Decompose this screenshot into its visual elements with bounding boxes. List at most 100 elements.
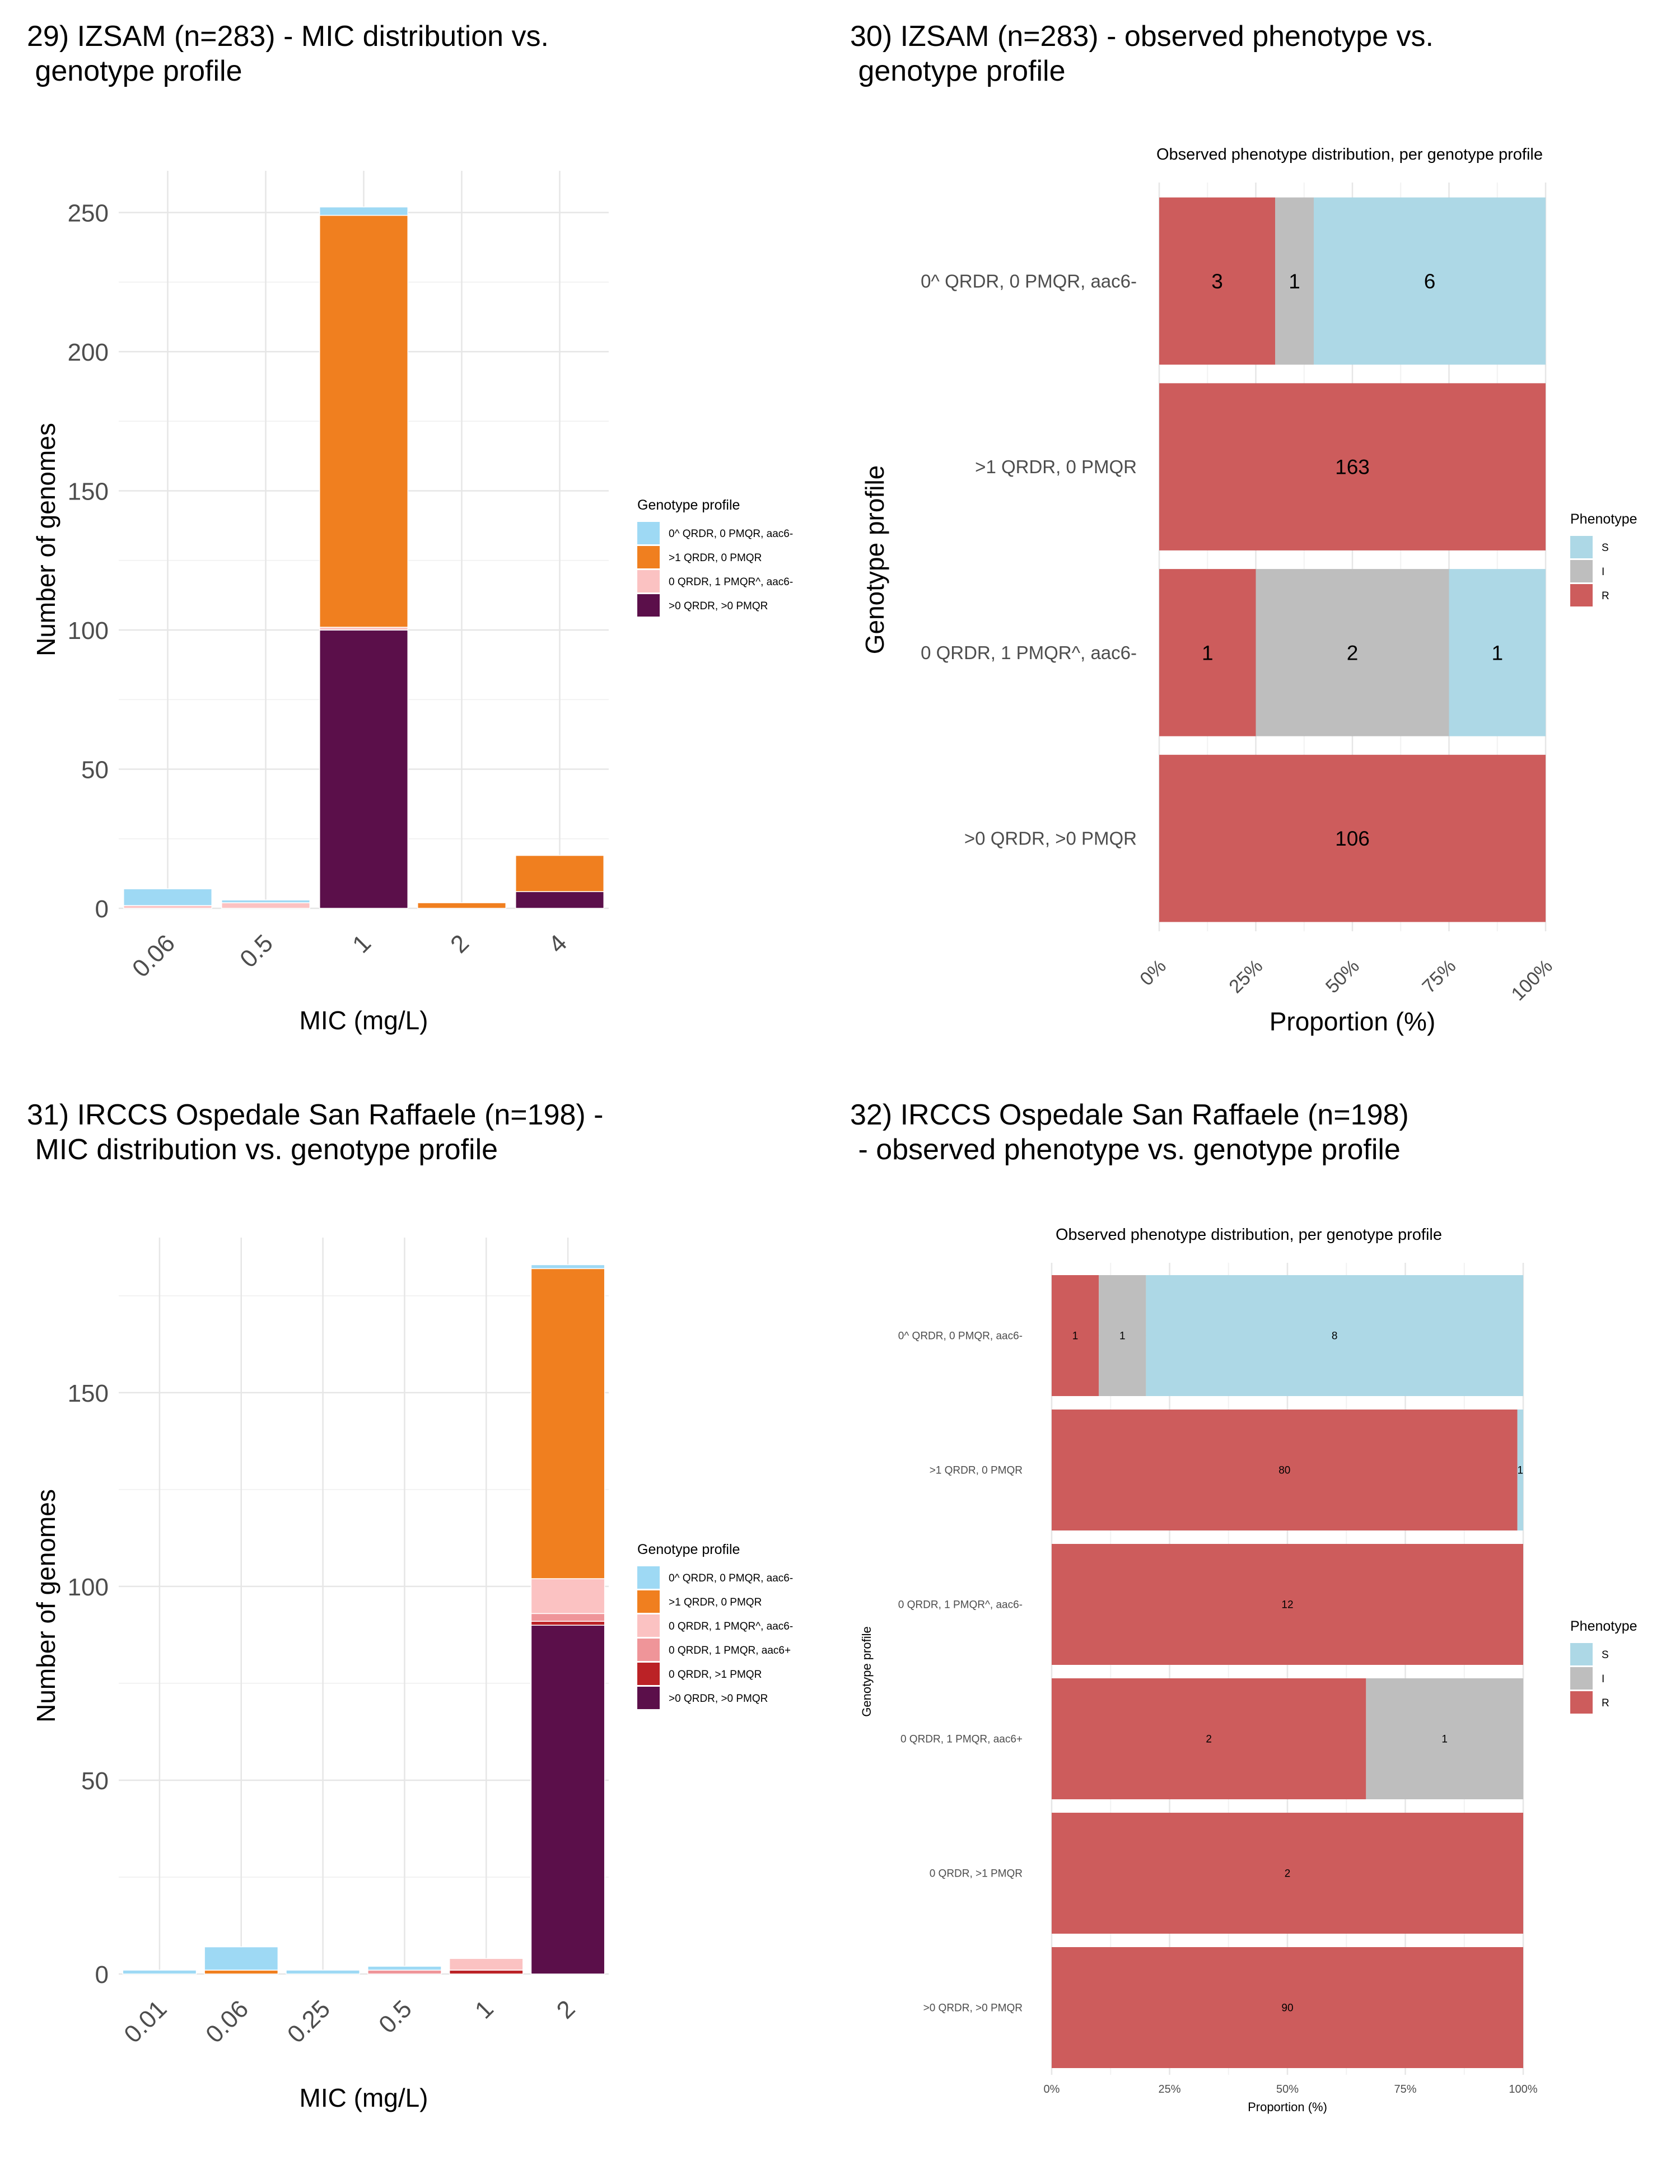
title-line-2: MIC distribution vs. genotype profile <box>27 1133 498 1166</box>
data-label: 163 <box>1335 456 1370 479</box>
data-label: 1 <box>1072 1331 1079 1342</box>
legend-label: I <box>1602 566 1604 578</box>
bar-segment-0-qrdr-0-pmqr-aac6 <box>123 888 212 906</box>
bar-segment-r <box>1052 1678 1366 1799</box>
title-line-2: genotype profile <box>27 55 242 87</box>
panel-title-30: 30) IZSAM (n=283) - observed phenotype v… <box>850 19 1434 88</box>
y-tick-label: 150 <box>68 1380 109 1407</box>
legend-label: R <box>1602 1697 1609 1709</box>
legend-label: 0 QRDR, 1 PMQR^, aac6- <box>669 576 793 588</box>
y-tick-label: >1 QRDR, 0 PMQR <box>930 1465 1023 1477</box>
bar-segment-0-qrdr-0-pmqr-aac6 <box>530 1264 605 1270</box>
chart-subtitle: Observed phenotype distribution, per gen… <box>1056 1226 1442 1244</box>
bar-segment-0-qrdr-1-pmqr-aac6 <box>530 1578 605 1614</box>
y-tick-label: 0^ QRDR, 0 PMQR, aac6- <box>898 1331 1023 1342</box>
bar-segment-0-qrdr-0-pmqr-aac6 <box>286 1970 360 1975</box>
bar-segment-i <box>1366 1678 1523 1799</box>
bar-segment-r <box>1052 1410 1518 1530</box>
legend-label: S <box>1602 542 1609 554</box>
bar-segment-i <box>1275 197 1314 365</box>
bar-segment-s <box>1449 569 1546 736</box>
x-tick-label: 100% <box>1509 2083 1537 2096</box>
bar-segment-s <box>1314 197 1546 365</box>
legend-title: Phenotype <box>1570 511 1637 527</box>
y-axis-title: Number of genomes <box>31 423 60 656</box>
title-line-1: 31) IRCCS Ospedale San Raffaele (n=198) … <box>27 1099 604 1131</box>
legend-swatch-i <box>1570 1667 1593 1690</box>
y-tick-label: 100 <box>68 617 109 645</box>
bar-segment-r <box>1052 1813 1523 1934</box>
legend-swatch-r <box>1570 1691 1593 1714</box>
x-axis-title: MIC (mg/L) <box>300 1006 428 1035</box>
data-label: 1 <box>1119 1331 1126 1342</box>
panel-title-32: 32) IRCCS Ospedale San Raffaele (n=198) … <box>850 1098 1409 1167</box>
bar-segment-s <box>1517 1410 1523 1530</box>
bar-segment-r <box>1052 1947 1523 2068</box>
data-label: 3 <box>1211 270 1223 293</box>
legend-label: >1 QRDR, 0 PMQR <box>669 1597 762 1608</box>
legend-label: R <box>1602 590 1609 602</box>
data-label: 2 <box>1206 1734 1212 1746</box>
data-label: 80 <box>1278 1465 1290 1477</box>
y-tick-label: 0 QRDR, 1 PMQR^, aac6- <box>921 642 1137 663</box>
bar-segment-0-qrdr-1-pmqr-aac6 <box>449 1958 524 1971</box>
x-axis-title: MIC (mg/L) <box>300 2083 428 2112</box>
y-tick-label: 100 <box>68 1574 109 1601</box>
bar-segment-0-qrdr-0-pmqr-aac6 <box>204 1946 279 1971</box>
legend-label: >0 QRDR, >0 PMQR <box>669 1693 768 1705</box>
legend-swatch-s <box>1570 1643 1593 1665</box>
data-label: 1 <box>1289 270 1300 293</box>
bar-segment-r <box>1159 569 1256 736</box>
data-label: 1 <box>1441 1734 1448 1746</box>
bar-segment-0-qrdr-0-pmqr-aac6 <box>221 899 310 903</box>
legend-swatch-0-qrdr-1-pmqr <box>637 1663 660 1685</box>
data-label: 1 <box>1202 641 1214 664</box>
legend-swatch-0-qrdr-0-pmqr <box>637 594 660 617</box>
y-axis-title: Number of genomes <box>31 1489 60 1723</box>
y-tick-label: 0 QRDR, 1 PMQR, aac6+ <box>900 1734 1023 1746</box>
x-tick-label: 0% <box>1044 2083 1060 2096</box>
y-tick-label: 50 <box>81 1767 109 1795</box>
bar-segment-r <box>1159 754 1546 922</box>
legend-label: 0 QRDR, >1 PMQR <box>669 1669 762 1681</box>
y-tick-label: 50 <box>81 757 109 784</box>
y-tick-label: 150 <box>68 478 109 506</box>
x-tick-label: 25% <box>1158 2083 1180 2096</box>
y-tick-label: 0 <box>95 1961 109 1989</box>
y-tick-label: 200 <box>68 339 109 366</box>
panel-title-31: 31) IRCCS Ospedale San Raffaele (n=198) … <box>27 1098 604 1167</box>
bar-segment-i <box>1099 1275 1146 1396</box>
bar-segment-0-qrdr-0-pmqr-aac6 <box>367 1966 442 1971</box>
y-axis-title: Genotype profile <box>860 465 889 655</box>
legend-swatch-s <box>1570 536 1593 558</box>
bar-segment-0-qrdr-0-pmqr <box>319 629 408 909</box>
data-label: 90 <box>1281 2003 1293 2014</box>
bar-segment-r <box>1052 1544 1523 1665</box>
y-tick-label: 0 <box>95 895 109 923</box>
legend-swatch-r <box>1570 584 1593 606</box>
y-tick-label: 250 <box>68 200 109 227</box>
chart-subtitle: Observed phenotype distribution, per gen… <box>1156 146 1543 164</box>
y-tick-label: >0 QRDR, >0 PMQR <box>964 828 1137 849</box>
legend-swatch-1-qrdr-0-pmqr <box>637 546 660 568</box>
x-axis-title: Proportion (%) <box>1248 2100 1327 2114</box>
x-axis-title: Proportion (%) <box>1270 1007 1436 1036</box>
legend-label: 0^ QRDR, 0 PMQR, aac6- <box>669 528 793 540</box>
title-line-1: 29) IZSAM (n=283) - MIC distribution vs. <box>27 20 549 53</box>
data-label: 8 <box>1332 1331 1338 1342</box>
y-tick-label: 0^ QRDR, 0 PMQR, aac6- <box>921 270 1137 291</box>
y-tick-label: >0 QRDR, >0 PMQR <box>923 2003 1023 2014</box>
x-tick-label: 75% <box>1394 2083 1416 2096</box>
bar-segment-s <box>1146 1275 1523 1396</box>
data-label: 12 <box>1281 1599 1293 1611</box>
data-label: 2 <box>1285 1868 1291 1880</box>
legend-title: Genotype profile <box>637 497 740 513</box>
legend-title: Phenotype <box>1570 1618 1637 1634</box>
legend-label: I <box>1602 1673 1604 1685</box>
legend-swatch-0-qrdr-1-pmqr-aac6 <box>637 570 660 592</box>
legend-swatch-0-qrdr-1-pmqr-aac6 <box>637 1639 660 1661</box>
bar-segment-1-qrdr-0-pmqr <box>530 1268 605 1579</box>
legend-label: >1 QRDR, 0 PMQR <box>669 552 762 564</box>
